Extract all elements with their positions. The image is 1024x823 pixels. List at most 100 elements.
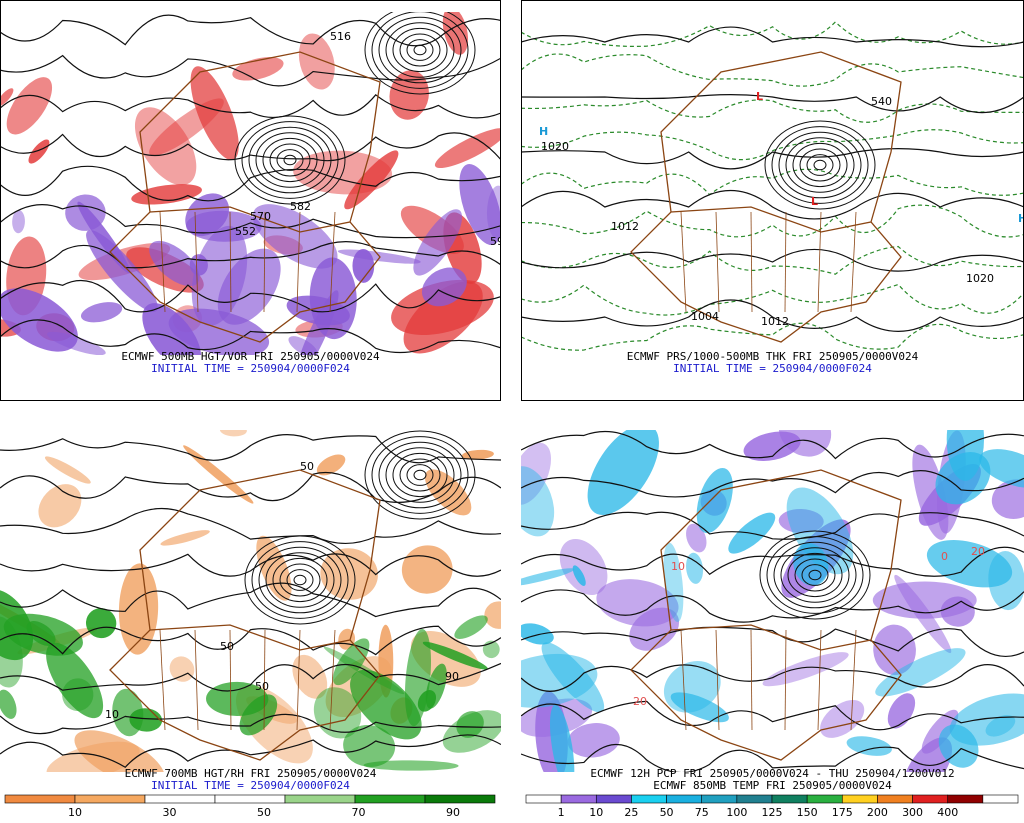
state-line [229, 211, 232, 313]
shaded-field [949, 693, 1024, 746]
isobar [521, 94, 1024, 114]
colorbar-label: 200 [867, 806, 888, 819]
map-label: 1012 [611, 220, 639, 233]
cyclone-contour [406, 39, 434, 61]
isobar [521, 299, 1024, 332]
map-label: 20 [633, 695, 647, 708]
map-label: 1020 [541, 140, 569, 153]
colorbar-cell [806, 794, 843, 804]
shaded-field [442, 710, 501, 753]
shaded-field [413, 209, 463, 276]
map-label: 50 [220, 640, 234, 653]
cyclone-contour [764, 120, 876, 210]
cyclone-contour [808, 569, 822, 581]
shaded-field [521, 568, 575, 587]
state-line [263, 211, 266, 313]
cyclone-contour [258, 546, 342, 614]
colorbar-cell [701, 794, 738, 804]
shaded-field [183, 445, 254, 504]
state-line [784, 211, 787, 313]
contour-line [521, 204, 1024, 238]
shaded-field [484, 601, 501, 629]
contour-line [0, 471, 501, 503]
shaded-field [46, 642, 104, 719]
country-outline [630, 51, 902, 343]
cyclone-contour [813, 159, 827, 171]
colorbar-label: 25 [624, 806, 638, 819]
shaded-field [422, 641, 488, 670]
cyclone-contour [399, 458, 441, 492]
shaded-field [434, 128, 501, 169]
contour-line [521, 53, 1024, 87]
colorbar-label: 50 [660, 806, 674, 819]
cyclone-contour [392, 452, 448, 498]
shaded-field [696, 467, 733, 534]
contour-line [0, 280, 501, 313]
cyclone-contour [272, 557, 328, 603]
initial-time: INITIAL TIME = 250904/0000F024 [151, 779, 350, 792]
shaded-field [587, 430, 659, 515]
cyclone-contour [778, 131, 862, 199]
contour-line [0, 553, 501, 577]
shaded-field [572, 565, 586, 586]
cyclone-contour [248, 126, 332, 194]
cyclone-contour [385, 22, 455, 78]
cyclone-contour [794, 558, 836, 592]
shaded-field [461, 449, 494, 460]
shaded-field [454, 615, 488, 639]
map-label: 50 [255, 680, 269, 693]
shaded-field [46, 741, 140, 772]
state-line [850, 211, 857, 313]
colorbar-label: 75 [695, 806, 709, 819]
colorbar-cell [841, 794, 878, 804]
contour-line [0, 132, 501, 162]
contour-line [521, 589, 1024, 623]
shaded-field [902, 737, 953, 772]
shaded-field [185, 193, 230, 237]
contour-line [0, 93, 501, 119]
country-outline [109, 51, 381, 343]
contour-line [521, 470, 1024, 498]
cyclone-contour [364, 430, 476, 520]
state-line [296, 629, 301, 731]
colorbar-cell [214, 794, 286, 804]
shaded-field [323, 646, 405, 695]
colorbar-cell [4, 794, 76, 804]
colorbar-label: 90 [446, 806, 460, 819]
cyclone-contour [780, 547, 850, 603]
map-label: 90 [445, 670, 459, 683]
cyclone-contour [799, 148, 841, 182]
shaded-field [219, 430, 247, 437]
map-content: 516 570 582 552 59 [0, 12, 501, 355]
shaded-field [363, 760, 459, 771]
shaded-field [559, 539, 608, 595]
shaded-field [77, 201, 131, 274]
shaded-field [28, 139, 50, 164]
shaded-field [256, 535, 292, 601]
caption: ECMWF 700MB HGT/RH FRI 250905/0000V024 [125, 767, 377, 780]
state-line [680, 629, 687, 731]
cyclone-contour [759, 530, 871, 620]
contour-line [0, 625, 501, 656]
state-line [329, 211, 336, 313]
shaded-field [521, 466, 555, 537]
isobar [521, 148, 1024, 170]
state-line [263, 629, 266, 731]
state-line [817, 211, 822, 313]
colorbar-cell [354, 794, 426, 804]
colorbar-cell [912, 794, 949, 804]
colorbar-label: 125 [762, 806, 783, 819]
cyclone-contour [399, 33, 441, 67]
shaded-field [190, 66, 239, 161]
map-label: H [1018, 212, 1024, 225]
shaded-field [670, 692, 729, 723]
map-label: 10 [671, 560, 685, 573]
cyclone-contour [279, 563, 321, 597]
contour-line [0, 662, 501, 692]
shaded-field [288, 336, 318, 355]
map-label: 552 [235, 225, 256, 238]
caption: ECMWF 500MB HGT/VOR FRI 250905/0000V024 [121, 350, 380, 363]
cyclone-contour [413, 44, 427, 56]
shaded-field [425, 663, 447, 709]
